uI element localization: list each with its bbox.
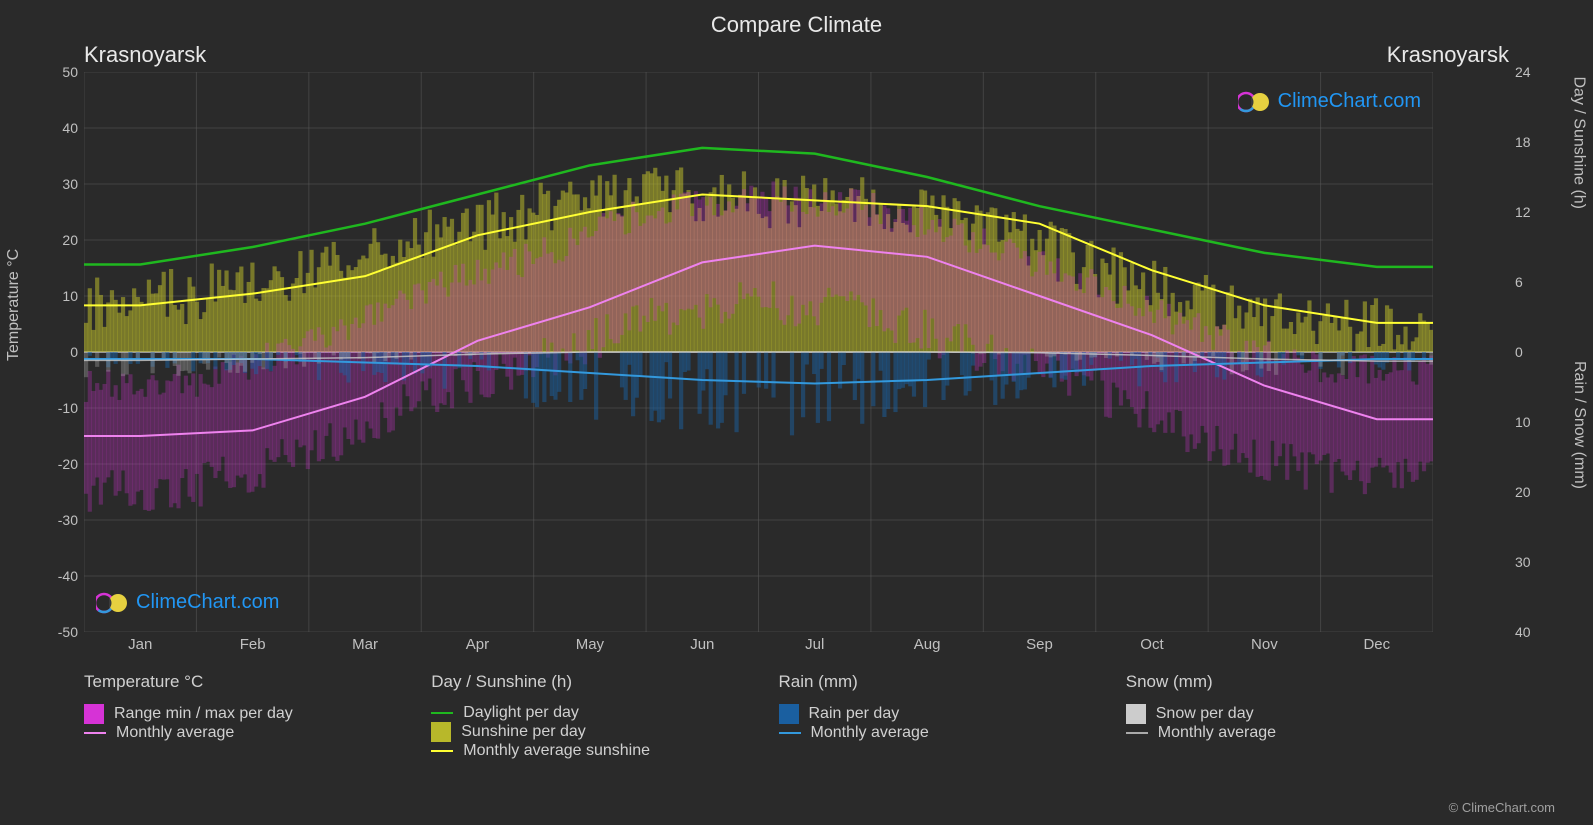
- brand-logo-top: ClimeChart.com: [1238, 90, 1421, 113]
- month-label: Dec: [1363, 636, 1390, 653]
- plot-area: ClimeChart.com ClimeChart.com: [84, 72, 1433, 632]
- legend-col-temperature: Temperature °C Range min / max per dayMo…: [84, 672, 391, 760]
- legend-item: Monthly average: [84, 724, 391, 742]
- legend-col-snow: Snow (mm) Snow per dayMonthly average: [1126, 672, 1433, 760]
- month-label: Sep: [1026, 636, 1053, 653]
- legend-swatch: [431, 712, 453, 714]
- legend-item: Monthly average: [779, 724, 1086, 742]
- legend-label: Monthly average: [116, 724, 234, 742]
- mm-tick: 30: [1515, 554, 1531, 570]
- city-label-right: Krasnoyarsk: [1387, 42, 1509, 68]
- mm-tick: 40: [1515, 624, 1531, 640]
- legend-swatch: [431, 722, 451, 742]
- month-label: Aug: [914, 636, 941, 653]
- legend-col-day-sunshine: Day / Sunshine (h) Daylight per daySunsh…: [431, 672, 738, 760]
- month-label: May: [576, 636, 604, 653]
- temp-tick: -20: [58, 456, 78, 472]
- brand-text: ClimeChart.com: [1278, 90, 1421, 113]
- copyright-text: © ClimeChart.com: [1449, 800, 1555, 815]
- climate-chart: Compare Climate Krasnoyarsk Krasnoyarsk …: [0, 0, 1593, 825]
- temp-tick: 40: [62, 120, 78, 136]
- temp-tick: 0: [70, 344, 78, 360]
- climechart-icon: [1238, 91, 1272, 113]
- legend-title: Day / Sunshine (h): [431, 672, 738, 692]
- temp-tick: -10: [58, 400, 78, 416]
- month-label: Jun: [690, 636, 714, 653]
- month-label: Jul: [805, 636, 824, 653]
- hours-tick: 18: [1515, 134, 1531, 150]
- temp-tick: 20: [62, 232, 78, 248]
- y-axis-right-top-label: Day / Sunshine (h): [1570, 76, 1588, 209]
- hours-tick: 6: [1515, 274, 1523, 290]
- legend-item: Sunshine per day: [431, 722, 738, 742]
- legend-item: Snow per day: [1126, 704, 1433, 724]
- legend-item: Daylight per day: [431, 704, 738, 722]
- month-label: Apr: [466, 636, 489, 653]
- hours-tick: 24: [1515, 64, 1531, 80]
- legend-item: Monthly average: [1126, 724, 1433, 742]
- legend-col-rain: Rain (mm) Rain per dayMonthly average: [779, 672, 1086, 760]
- legend-swatch: [779, 704, 799, 724]
- legend-label: Monthly average: [1158, 724, 1276, 742]
- legend-label: Snow per day: [1156, 705, 1254, 723]
- legend-label: Range min / max per day: [114, 705, 293, 723]
- hours-tick: 0: [1515, 344, 1523, 360]
- brand-text: ClimeChart.com: [136, 591, 279, 614]
- legend-item: Range min / max per day: [84, 704, 391, 724]
- legend-title: Temperature °C: [84, 672, 391, 692]
- temp-tick: 50: [62, 64, 78, 80]
- temp-tick: -30: [58, 512, 78, 528]
- plot-svg: [84, 72, 1433, 632]
- brand-logo-bottom: ClimeChart.com: [96, 591, 279, 614]
- legend-item: Monthly average sunshine: [431, 742, 738, 760]
- y-axis-right: 2418126010203040: [1509, 72, 1543, 632]
- city-label-left: Krasnoyarsk: [84, 42, 206, 68]
- legend-swatch: [1126, 732, 1148, 734]
- legend-swatch: [84, 732, 106, 734]
- y-axis-left-label: Temperature °C: [5, 249, 23, 361]
- month-label: Mar: [352, 636, 378, 653]
- legend-label: Monthly average: [811, 724, 929, 742]
- temp-tick: 10: [62, 288, 78, 304]
- month-label: Oct: [1140, 636, 1163, 653]
- month-label: Nov: [1251, 636, 1278, 653]
- legend-swatch: [1126, 704, 1146, 724]
- legend-label: Rain per day: [809, 705, 900, 723]
- temp-tick: 30: [62, 176, 78, 192]
- chart-title: Compare Climate: [0, 0, 1593, 38]
- temp-tick: -40: [58, 568, 78, 584]
- y-axis-left: 50403020100-10-20-30-40-50: [50, 72, 84, 632]
- month-label: Feb: [240, 636, 266, 653]
- legend-swatch: [84, 704, 104, 724]
- y-axis-right-bottom-label: Rain / Snow (mm): [1570, 361, 1588, 489]
- legend-title: Rain (mm): [779, 672, 1086, 692]
- legend-label: Monthly average sunshine: [463, 742, 650, 760]
- month-label: Jan: [128, 636, 152, 653]
- climechart-icon: [96, 592, 130, 614]
- mm-tick: 20: [1515, 484, 1531, 500]
- legend-label: Sunshine per day: [461, 723, 586, 741]
- legend-title: Snow (mm): [1126, 672, 1433, 692]
- legend-swatch: [431, 750, 453, 752]
- mm-tick: 10: [1515, 414, 1531, 430]
- hours-tick: 12: [1515, 204, 1531, 220]
- legend: Temperature °C Range min / max per dayMo…: [84, 672, 1433, 760]
- legend-item: Rain per day: [779, 704, 1086, 724]
- temp-tick: -50: [58, 624, 78, 640]
- legend-swatch: [779, 732, 801, 734]
- x-axis: Jan Feb Mar Apr May Jun Jul Aug Sep Oct Nov Dec: [84, 636, 1433, 660]
- legend-label: Daylight per day: [463, 704, 579, 722]
